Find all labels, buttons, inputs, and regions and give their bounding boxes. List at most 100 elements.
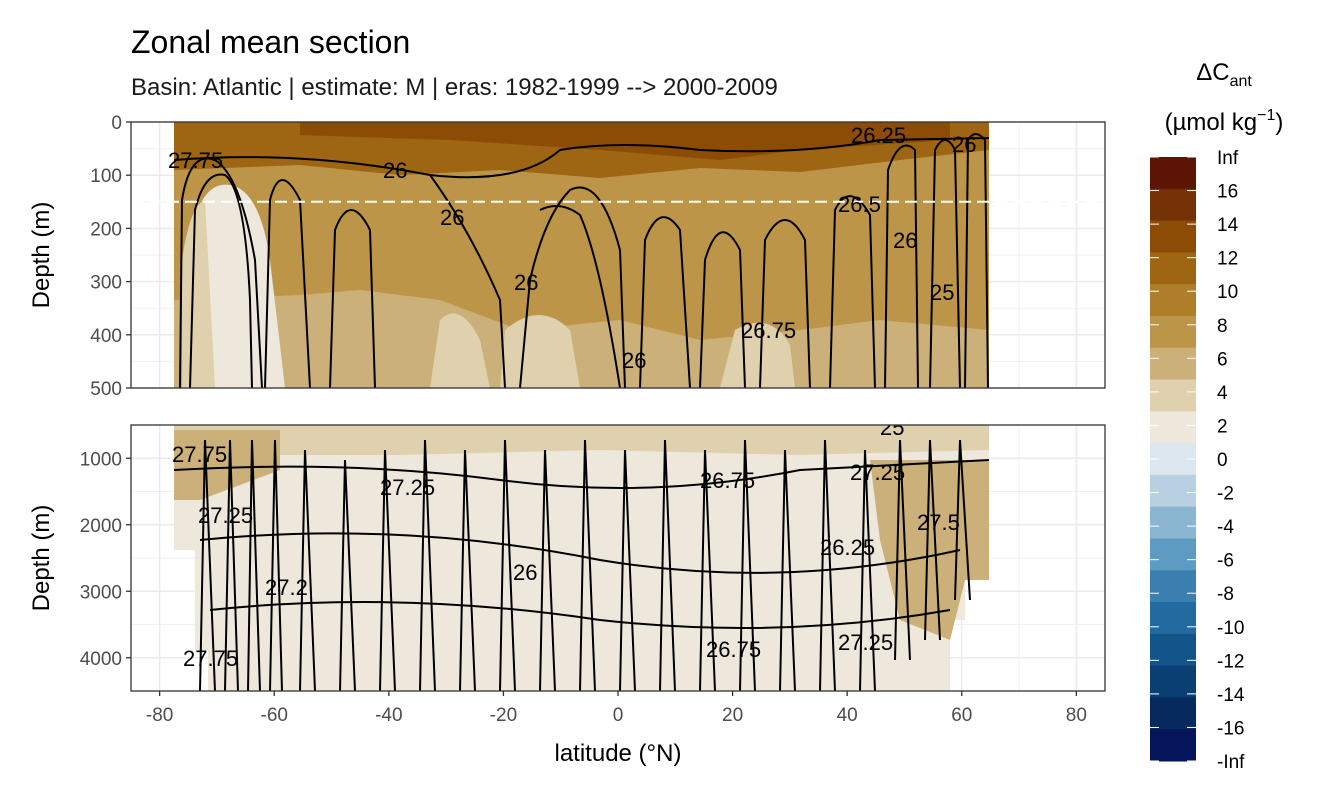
legend-unit-end: ) — [1275, 109, 1283, 136]
contour-label: 27.2 — [265, 575, 308, 600]
x-tick-label: 60 — [951, 705, 972, 726]
contour-label: 26 — [952, 132, 976, 157]
legend-color-step — [1150, 697, 1196, 730]
x-tick-label: -60 — [261, 705, 288, 726]
legend-break-label: -8 — [1217, 584, 1234, 605]
lower-field-south-edge — [174, 430, 280, 500]
legend-break-label: 12 — [1217, 249, 1238, 270]
upper-contour-15 — [539, 205, 621, 388]
legend-color-step — [1150, 602, 1196, 635]
legend-break-label: 16 — [1217, 182, 1238, 203]
lower-contour-25 — [209, 601, 951, 629]
upper-contour-10 — [759, 219, 811, 388]
y-tick-label: 3000 — [80, 582, 122, 603]
upper-contour-5 — [173, 137, 990, 179]
contour-label: 26 — [893, 228, 917, 253]
legend-break-label: -4 — [1217, 517, 1234, 538]
lower-contour-18 — [819, 439, 836, 691]
x-tick-label: 20 — [722, 705, 743, 726]
contour-label: 26.75 — [741, 318, 796, 343]
legend-color-step — [1150, 284, 1196, 317]
legend-break-label: Inf — [1217, 148, 1239, 169]
lower-contour-21 — [924, 439, 941, 641]
legend-color-step — [1150, 729, 1196, 762]
panel-upper-border — [130, 121, 1106, 389]
x-tick-label: -40 — [375, 705, 402, 726]
contour-label: 25 — [880, 415, 904, 440]
legend-break-label: -10 — [1217, 618, 1244, 639]
legend-break-label: 0 — [1217, 450, 1228, 471]
lower-contour-13 — [619, 449, 636, 691]
lower-contour-14 — [659, 439, 676, 691]
upper-contour-7 — [519, 186, 626, 388]
y-tick-label: 300 — [90, 273, 122, 294]
legend-color-step — [1150, 665, 1196, 698]
contour-label: 26.25 — [851, 123, 906, 148]
x-axis: -80 -60 -40 -20 0 20 40 60 80 — [146, 691, 1087, 726]
contour-label: 26.75 — [706, 637, 761, 662]
upper-y-axis: 0 100 200 300 400 500 — [90, 113, 131, 400]
lower-contours — [173, 439, 990, 691]
legend-break-label: -6 — [1217, 551, 1234, 572]
lower-contour-20 — [894, 439, 911, 661]
contour-label: 26 — [383, 158, 407, 183]
upper-contour-14 — [964, 133, 989, 388]
legend-break-label: 10 — [1217, 282, 1238, 303]
upper-field-light-mid — [430, 313, 490, 388]
lower-contour-24 — [199, 532, 961, 574]
legend-title: ΔCant — [1196, 59, 1252, 90]
upper-contour-9 — [699, 231, 746, 388]
upper-field-light-north — [720, 322, 795, 388]
contour-label: 26 — [514, 270, 538, 295]
legend-unit: (µmol kg−1) — [1165, 107, 1284, 136]
contour-label: 27.25 — [850, 460, 905, 485]
lower-contour-6 — [339, 459, 356, 691]
legend-color-step — [1150, 411, 1196, 444]
lower-contour-17 — [779, 449, 796, 691]
lower-contour-7 — [379, 449, 396, 691]
lower-contour-22 — [954, 439, 971, 601]
legend-color-step — [1150, 315, 1196, 349]
x-tick-label: -80 — [146, 705, 173, 726]
upper-field-light-equator — [500, 315, 580, 388]
legend-unit-superscript: −1 — [1257, 107, 1275, 124]
legend-unit-main: (µmol kg — [1165, 109, 1258, 136]
contour-label: 27.25 — [838, 630, 893, 655]
legend-break-label: 2 — [1217, 416, 1228, 437]
upper-contour-8 — [639, 216, 691, 388]
legend-title-subscript: ant — [1230, 73, 1253, 90]
y-tick-label: 0 — [111, 113, 122, 134]
upper-contour-3 — [264, 179, 311, 388]
panel-lower-field — [174, 425, 989, 691]
legend-break-label: 4 — [1217, 383, 1228, 404]
chart-subtitle: Basin: Atlantic | estimate: M | eras: 19… — [131, 74, 778, 101]
legend-title-main: ΔC — [1196, 59, 1229, 86]
contour-label: 27.5 — [917, 510, 960, 535]
contour-label: 26.25 — [820, 535, 875, 560]
legend-color-step — [1150, 379, 1196, 412]
upper-contour-6 — [429, 174, 506, 388]
contour-label: 25 — [930, 280, 954, 305]
legend-break-label: -2 — [1217, 484, 1234, 505]
lower-contour-8 — [419, 439, 436, 691]
legend-color-step — [1150, 538, 1196, 571]
y-tick-label: 1000 — [80, 449, 122, 470]
y-tick-label: 200 — [90, 219, 122, 240]
upper-field-light-south — [190, 184, 285, 388]
upper-contour-4 — [329, 209, 376, 388]
upper-contour-1 — [179, 157, 263, 388]
x-tick-label: 40 — [837, 705, 858, 726]
lower-contour-1 — [199, 439, 216, 691]
upper-contour-11 — [829, 195, 876, 388]
lower-contour-23 — [173, 459, 990, 489]
x-axis-label: latitude (°N) — [555, 740, 682, 767]
panel-upper-field — [174, 122, 989, 388]
lower-contour-15 — [699, 449, 716, 691]
x-tick-label: 80 — [1066, 705, 1087, 726]
contour-label: 26 — [513, 560, 537, 585]
lower-contour-12 — [579, 439, 596, 691]
contour-label: 27.25 — [198, 503, 253, 528]
legend-color-step — [1150, 157, 1196, 190]
legend-color-step — [1150, 633, 1196, 667]
legend: ΔCant (µmol kg−1) Inf 16 14 12 10 8 6 4 2 0 -2 -4 -6… — [1150, 59, 1283, 773]
